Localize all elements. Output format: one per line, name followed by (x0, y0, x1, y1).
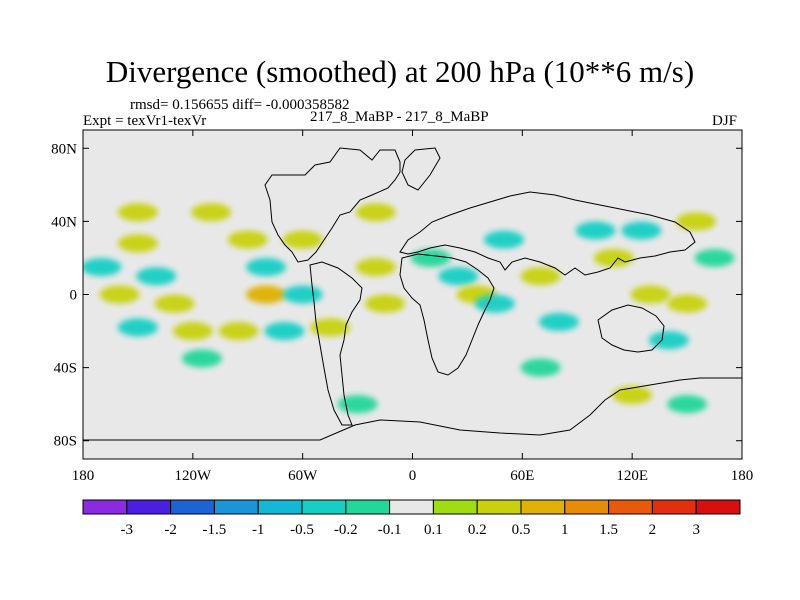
divergence-cell (136, 267, 177, 286)
divergence-cell (172, 322, 213, 341)
divergence-cell (538, 312, 579, 331)
divergence-cell (181, 349, 222, 368)
y-tick-label: 0 (70, 288, 78, 304)
colorbar-tick-label: 1 (561, 522, 569, 538)
colorbar-box (126, 499, 172, 515)
divergence-cell (191, 203, 232, 222)
axes-layer: 180 120W 60W 0 60E 120E 180 80N 40N 0 40S 80S (51, 130, 753, 484)
divergence-cell (310, 318, 351, 337)
colorbar-box (651, 499, 697, 515)
divergence-cell (667, 395, 708, 414)
divergence-cell (355, 258, 396, 277)
divergence-cell (694, 248, 735, 267)
x-tick-label: 120E (616, 468, 648, 484)
divergence-cell (246, 285, 287, 304)
divergence-cell (117, 318, 158, 337)
y-tick-label: 80N (51, 141, 77, 157)
divergence-cell (218, 322, 259, 341)
divergence-cell (612, 386, 653, 405)
divergence-cell (282, 285, 323, 304)
colorbar-box (345, 499, 391, 515)
divergence-cell (337, 395, 378, 414)
colorbar-tick-label: -1 (252, 522, 265, 538)
divergence-cell (227, 230, 268, 249)
divergence-cell (484, 230, 525, 249)
experiment-label: Expt = texVr1-texVr (83, 113, 207, 129)
divergence-cell (99, 285, 140, 304)
colorbar-tick-label: -2 (164, 522, 177, 538)
colorbar-box (608, 499, 653, 515)
colorbar-tick-label: 0.1 (424, 522, 443, 538)
antarctica-outline (83, 377, 742, 441)
colorbar-box (82, 499, 128, 515)
x-tick-label: 180 (731, 468, 754, 484)
divergence-cell (117, 203, 158, 222)
contour-fill-layer (83, 203, 735, 414)
rmsd-diff-label: rmsd= 0.156655 diff= -0.000358582 (130, 97, 350, 113)
colorbar-box (389, 499, 434, 515)
divergence-cell (282, 230, 323, 249)
colorbar-tick-label: -0.1 (378, 522, 402, 538)
divergence-cell (575, 221, 616, 240)
divergence-cell (676, 212, 717, 231)
colorbar-tick-label: 2 (649, 522, 657, 538)
divergence-cell (246, 258, 287, 277)
divergence-cell (667, 294, 708, 313)
colorbar-tick-label: 0.5 (512, 522, 531, 538)
colorbar-tick-label: -1.5 (203, 522, 227, 538)
divergence-cell (630, 285, 671, 304)
colorbar-box (564, 499, 610, 515)
divergence-cell (520, 267, 561, 286)
colorbar-box (170, 499, 215, 515)
colorbar-tick-label: 0.2 (468, 522, 487, 538)
colorbar-box (695, 499, 741, 515)
divergence-cell (264, 322, 305, 341)
x-tick-label: 60E (510, 468, 534, 484)
eurasia-outline (399, 191, 696, 276)
x-tick-label: 180 (72, 468, 95, 484)
divergence-cell (355, 203, 396, 222)
africa-outline (399, 253, 495, 376)
colorbar-box (213, 499, 259, 515)
divergence-cell (117, 234, 158, 253)
y-tick-label: 40N (51, 214, 77, 230)
x-tick-label: 120W (174, 468, 212, 484)
x-tick-label: 60W (288, 468, 318, 484)
divergence-cell (648, 331, 689, 350)
divergence-cell (520, 358, 561, 377)
colorbar: -3 -2 -1.5 -1 -0.5 -0.2 -0.1 0.1 0.2 0.5 1 1.5 2 3 (82, 499, 741, 538)
chart-title: Divergence (smoothed) at 200 hPa (10**6 … (105, 54, 695, 89)
case-label: 217_8_MaBP - 217_8_MaBP (310, 109, 489, 125)
colorbar-box (432, 499, 478, 515)
colorbar-box (257, 499, 303, 515)
colorbar-tick-label: 1.5 (599, 522, 618, 538)
divergence-cell (474, 294, 515, 313)
divergence-cell (438, 267, 479, 286)
greenland-outline (401, 147, 441, 191)
north-america-outline (264, 147, 401, 263)
divergence-cell (83, 258, 122, 277)
colorbar-box (520, 499, 566, 515)
y-tick-label: 40S (54, 361, 77, 377)
divergence-cell (154, 294, 195, 313)
south-america-outline (309, 261, 363, 426)
y-tick-label: 80S (54, 434, 77, 450)
season-label: DJF (712, 113, 738, 129)
divergence-cell (365, 294, 406, 313)
colorbar-box (301, 499, 347, 515)
colorbar-box (476, 499, 522, 515)
colorbar-tick-label: -0.2 (334, 522, 358, 538)
divergence-cell (593, 248, 634, 267)
divergence-cell (621, 221, 662, 240)
continent-outlines (83, 147, 742, 441)
colorbar-tick-label: 3 (692, 522, 700, 538)
colorbar-tick-label: -3 (121, 522, 134, 538)
x-tick-label: 0 (409, 468, 417, 484)
divergence-cell (410, 248, 451, 267)
australia-outline (597, 304, 665, 353)
colorbar-tick-label: -0.5 (290, 522, 314, 538)
